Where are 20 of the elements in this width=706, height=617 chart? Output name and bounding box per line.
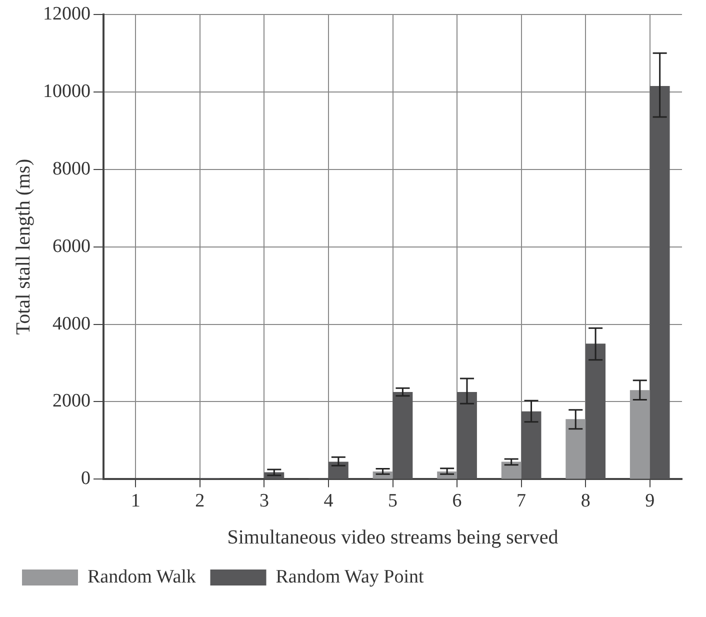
y-tick-label: 10000 (43, 80, 90, 102)
x-tick-label: 5 (388, 490, 398, 512)
x-axis-title: Simultaneous video streams being served (227, 526, 558, 548)
x-tick-label: 3 (259, 490, 269, 512)
x-tick-label: 4 (324, 490, 334, 512)
legend-label: Random Way Point (276, 566, 424, 588)
x-tick-label: 8 (580, 490, 590, 512)
x-tick-label: 9 (645, 490, 655, 512)
y-tick-label: 4000 (52, 313, 90, 334)
x-tick-label: 2 (195, 490, 205, 512)
y-tick-label: 2000 (52, 390, 90, 412)
y-tick-label: 6000 (52, 236, 90, 257)
x-tick-label: 1 (130, 490, 140, 512)
legend-label: Random Walk (88, 566, 196, 588)
y-tick-label: 0 (81, 468, 90, 490)
y-tick-label: 12000 (43, 3, 90, 24)
y-axis-title: Total stall length (ms) (12, 158, 34, 335)
x-tick-label: 7 (516, 490, 526, 512)
x-tick-label: 6 (452, 490, 462, 512)
y-tick-label: 8000 (52, 158, 90, 180)
